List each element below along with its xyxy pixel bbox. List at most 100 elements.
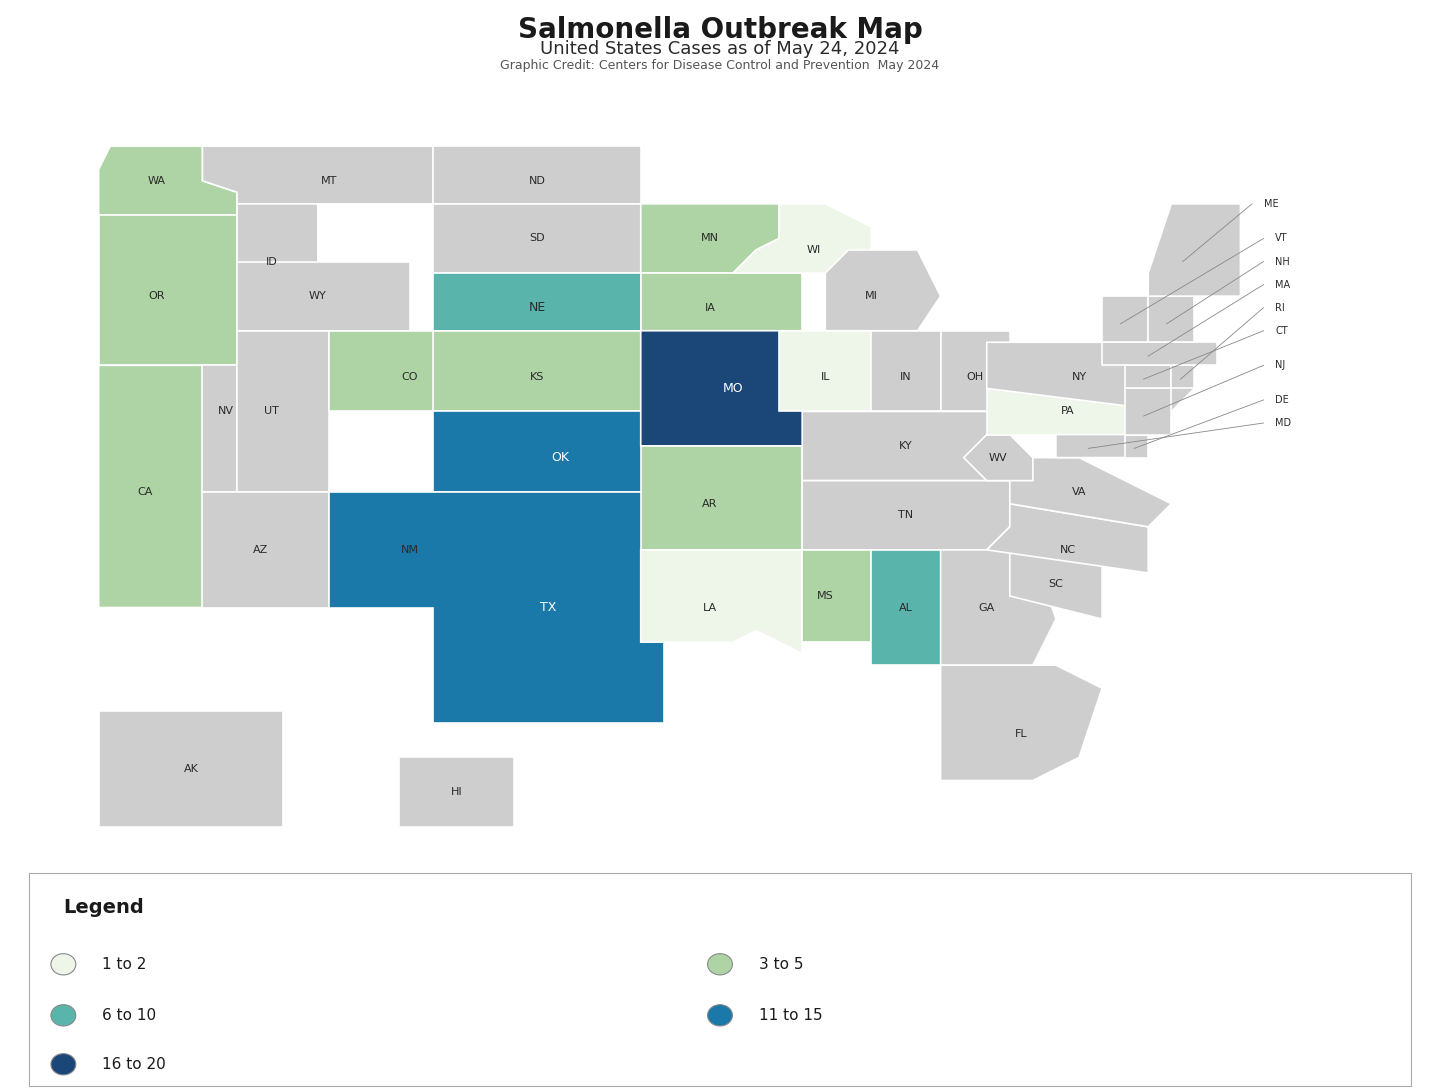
Text: KS: KS [530,372,544,382]
Text: 16 to 20: 16 to 20 [102,1057,166,1071]
Polygon shape [940,666,1102,780]
Polygon shape [802,550,871,643]
Text: VA: VA [1071,488,1086,497]
Text: CO: CO [402,372,418,382]
Polygon shape [779,331,871,411]
Text: NM: NM [402,544,419,555]
Polygon shape [802,481,1009,550]
Text: Salmonella Outbreak Map: Salmonella Outbreak Map [517,16,923,45]
Polygon shape [238,262,410,331]
Polygon shape [433,411,710,492]
Text: Graphic Credit: Centers for Disease Control and Prevention  May 2024: Graphic Credit: Centers for Disease Cont… [501,59,939,72]
Text: WY: WY [310,291,327,301]
Text: Legend: Legend [63,898,144,918]
Polygon shape [238,192,318,331]
Text: NC: NC [1060,544,1076,555]
Polygon shape [330,492,664,723]
Polygon shape [641,550,802,654]
Text: 6 to 10: 6 to 10 [102,1008,156,1023]
Text: SD: SD [528,233,544,243]
Polygon shape [433,204,641,273]
Text: OK: OK [552,451,569,464]
Polygon shape [99,365,238,608]
Polygon shape [1056,434,1148,457]
Polygon shape [986,504,1148,573]
Polygon shape [99,146,238,215]
Polygon shape [1009,457,1171,527]
Polygon shape [203,146,433,204]
Polygon shape [99,215,238,365]
Ellipse shape [50,1005,76,1026]
Text: CDC: CDC [1212,803,1264,823]
Polygon shape [1125,365,1171,388]
Polygon shape [1148,296,1194,343]
Text: IL: IL [821,372,829,382]
Text: NV: NV [217,407,233,417]
Text: RI: RI [1274,302,1284,313]
Text: 1 to 2: 1 to 2 [102,957,147,972]
Polygon shape [986,343,1194,411]
Text: AR: AR [703,499,717,508]
Text: CT: CT [1274,326,1287,336]
Polygon shape [940,550,1056,666]
Text: MD: MD [1274,418,1292,428]
Polygon shape [1009,550,1102,619]
Text: MS: MS [816,591,834,601]
Text: IN: IN [900,372,912,382]
Text: MA: MA [1274,279,1290,289]
Polygon shape [203,492,330,608]
Text: TX: TX [540,601,557,614]
Text: AK: AK [183,764,199,774]
Text: WA: WA [147,176,166,185]
Polygon shape [330,331,503,411]
Polygon shape [1102,343,1217,365]
Polygon shape [802,411,1009,481]
Text: WV: WV [989,453,1008,463]
Text: KY: KY [899,441,913,451]
Text: DE: DE [1274,395,1289,405]
Polygon shape [871,550,940,666]
Text: TN: TN [899,511,913,520]
Text: FL: FL [1015,730,1028,740]
Polygon shape [330,492,503,608]
Text: AZ: AZ [252,544,268,555]
Text: HI: HI [451,787,462,798]
Text: IA: IA [704,302,716,313]
Polygon shape [940,331,1009,411]
Text: MN: MN [701,233,719,243]
Text: WI: WI [806,245,821,255]
Polygon shape [399,757,514,827]
Text: CA: CA [137,488,153,497]
Text: PA: PA [1061,407,1074,417]
Text: ME: ME [1263,199,1279,208]
Text: NE: NE [528,301,546,314]
Polygon shape [641,273,802,331]
Polygon shape [1171,365,1194,388]
Text: NY: NY [1071,372,1087,382]
Text: MI: MI [865,291,878,301]
Polygon shape [641,446,802,550]
Text: OR: OR [148,291,164,301]
Text: GA: GA [979,602,995,612]
Ellipse shape [707,1005,733,1026]
Text: ND: ND [528,176,546,185]
Ellipse shape [50,1054,76,1075]
Polygon shape [825,250,940,331]
Polygon shape [986,388,1148,434]
Polygon shape [963,434,1032,481]
Polygon shape [433,273,641,331]
Text: AL: AL [899,602,913,612]
Text: 11 to 15: 11 to 15 [759,1008,822,1023]
Text: OH: OH [966,372,984,382]
Text: MT: MT [321,176,337,185]
Polygon shape [203,331,318,492]
Text: UT: UT [264,407,279,417]
Polygon shape [433,331,641,411]
Polygon shape [871,331,940,411]
Text: MO: MO [723,382,743,395]
Polygon shape [733,204,871,273]
Polygon shape [1125,434,1148,457]
Ellipse shape [50,954,76,975]
Polygon shape [1102,296,1148,343]
Polygon shape [433,146,641,204]
